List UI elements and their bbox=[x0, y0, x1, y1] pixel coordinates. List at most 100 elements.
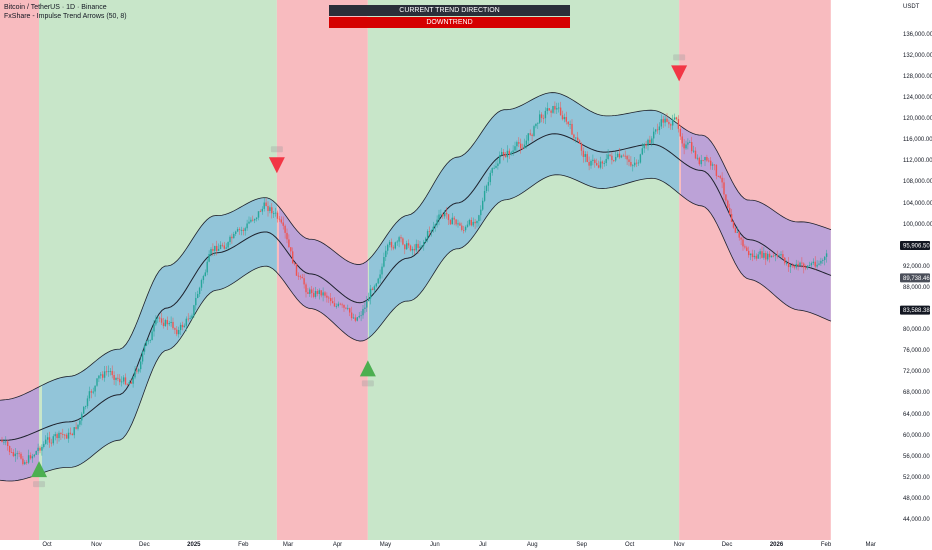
candle-body bbox=[512, 150, 514, 153]
candle-body bbox=[149, 340, 151, 341]
candle-body bbox=[793, 265, 795, 268]
y-tick-label: 88,000.00 bbox=[903, 285, 930, 291]
candle-body bbox=[599, 161, 602, 168]
candle-body bbox=[35, 451, 37, 455]
candle-body bbox=[290, 247, 292, 252]
candle-body bbox=[217, 248, 220, 251]
candle-body bbox=[417, 243, 419, 248]
x-tick-label: Aug bbox=[527, 542, 538, 548]
candle-body bbox=[27, 455, 30, 463]
candle-body bbox=[138, 369, 140, 372]
candle-body bbox=[292, 251, 294, 264]
y-tick-label: 124,000.00 bbox=[903, 95, 932, 101]
candle-body bbox=[586, 154, 588, 163]
price-label: 83,588.38 bbox=[903, 308, 930, 314]
candle-body bbox=[12, 452, 15, 457]
candle-body bbox=[5, 441, 7, 443]
candle-body bbox=[269, 207, 271, 212]
candle-body bbox=[822, 260, 824, 261]
candle-body bbox=[765, 253, 767, 260]
y-tick-label: 52,000.00 bbox=[903, 475, 930, 481]
candle-body bbox=[824, 256, 826, 261]
candle-body bbox=[238, 229, 241, 230]
candle-body bbox=[109, 370, 111, 372]
price-label: 89,738.46 bbox=[903, 276, 930, 282]
candle-body bbox=[100, 374, 102, 376]
candle-body bbox=[497, 163, 499, 166]
band-fill-down bbox=[279, 206, 368, 342]
candle-body bbox=[727, 200, 729, 208]
candle-body bbox=[818, 263, 820, 265]
down-arrow-icon bbox=[268, 157, 285, 174]
candle-body bbox=[641, 148, 643, 155]
candle-body bbox=[559, 107, 562, 116]
candle-body bbox=[689, 142, 691, 143]
candle-body bbox=[434, 224, 436, 227]
candle-body bbox=[556, 108, 558, 110]
candle-body bbox=[162, 322, 165, 327]
candle-body bbox=[404, 244, 406, 250]
candle-body bbox=[795, 263, 797, 268]
candle-body bbox=[22, 458, 24, 465]
candle-body bbox=[635, 162, 638, 164]
candle-body bbox=[483, 191, 486, 201]
candle-body bbox=[193, 305, 195, 316]
candle-body bbox=[482, 200, 484, 210]
candle-body bbox=[791, 265, 794, 266]
candle-body bbox=[320, 290, 322, 296]
candle-body bbox=[1, 440, 3, 442]
candle-body bbox=[571, 123, 573, 135]
y-tick-label: 80,000.00 bbox=[903, 327, 930, 333]
candle-body bbox=[444, 212, 446, 217]
candle-body bbox=[499, 155, 501, 164]
candlesticks bbox=[1, 101, 828, 466]
candle-body bbox=[322, 292, 324, 296]
candle-body bbox=[345, 307, 347, 309]
candle-body bbox=[235, 231, 237, 234]
candle-body bbox=[656, 129, 659, 131]
candle-body bbox=[784, 257, 786, 264]
candle-body bbox=[428, 231, 431, 232]
candle-body bbox=[767, 253, 769, 260]
candle-body bbox=[326, 295, 328, 298]
candle-body bbox=[814, 261, 816, 267]
candle-body bbox=[421, 245, 423, 247]
candle-body bbox=[88, 391, 91, 399]
candle-body bbox=[278, 218, 281, 220]
candle-body bbox=[510, 152, 512, 155]
candle-body bbox=[352, 317, 355, 319]
candle-body bbox=[552, 105, 554, 113]
candle-body bbox=[423, 241, 425, 246]
candle-body bbox=[738, 232, 740, 238]
candle-body bbox=[195, 297, 197, 306]
candle-body bbox=[654, 129, 657, 132]
candle-body bbox=[136, 370, 138, 372]
candle-body bbox=[580, 143, 583, 151]
candle-body bbox=[611, 155, 613, 161]
candle-body bbox=[757, 254, 759, 259]
candle-body bbox=[246, 223, 248, 229]
candle-body bbox=[366, 301, 368, 308]
candle-body bbox=[255, 217, 258, 220]
candle-body bbox=[476, 221, 478, 224]
candle-body bbox=[210, 249, 212, 254]
candle-body bbox=[208, 253, 210, 262]
candle-body bbox=[339, 303, 341, 305]
y-tick-label: 132,000.00 bbox=[903, 53, 932, 59]
candle-body bbox=[273, 213, 275, 215]
candle-body bbox=[206, 261, 208, 273]
candle-body bbox=[236, 229, 239, 232]
candle-body bbox=[514, 146, 516, 151]
candle-body bbox=[548, 108, 550, 111]
candle-body bbox=[252, 219, 254, 221]
candle-body bbox=[535, 123, 537, 127]
candle-body bbox=[303, 278, 305, 285]
candle-body bbox=[442, 214, 444, 217]
candle-body bbox=[223, 245, 225, 249]
candle-body bbox=[618, 153, 621, 158]
candle-body bbox=[605, 158, 607, 164]
candle-body bbox=[546, 108, 548, 111]
candle-body bbox=[455, 219, 457, 225]
x-tick-label: Mar bbox=[283, 542, 293, 548]
